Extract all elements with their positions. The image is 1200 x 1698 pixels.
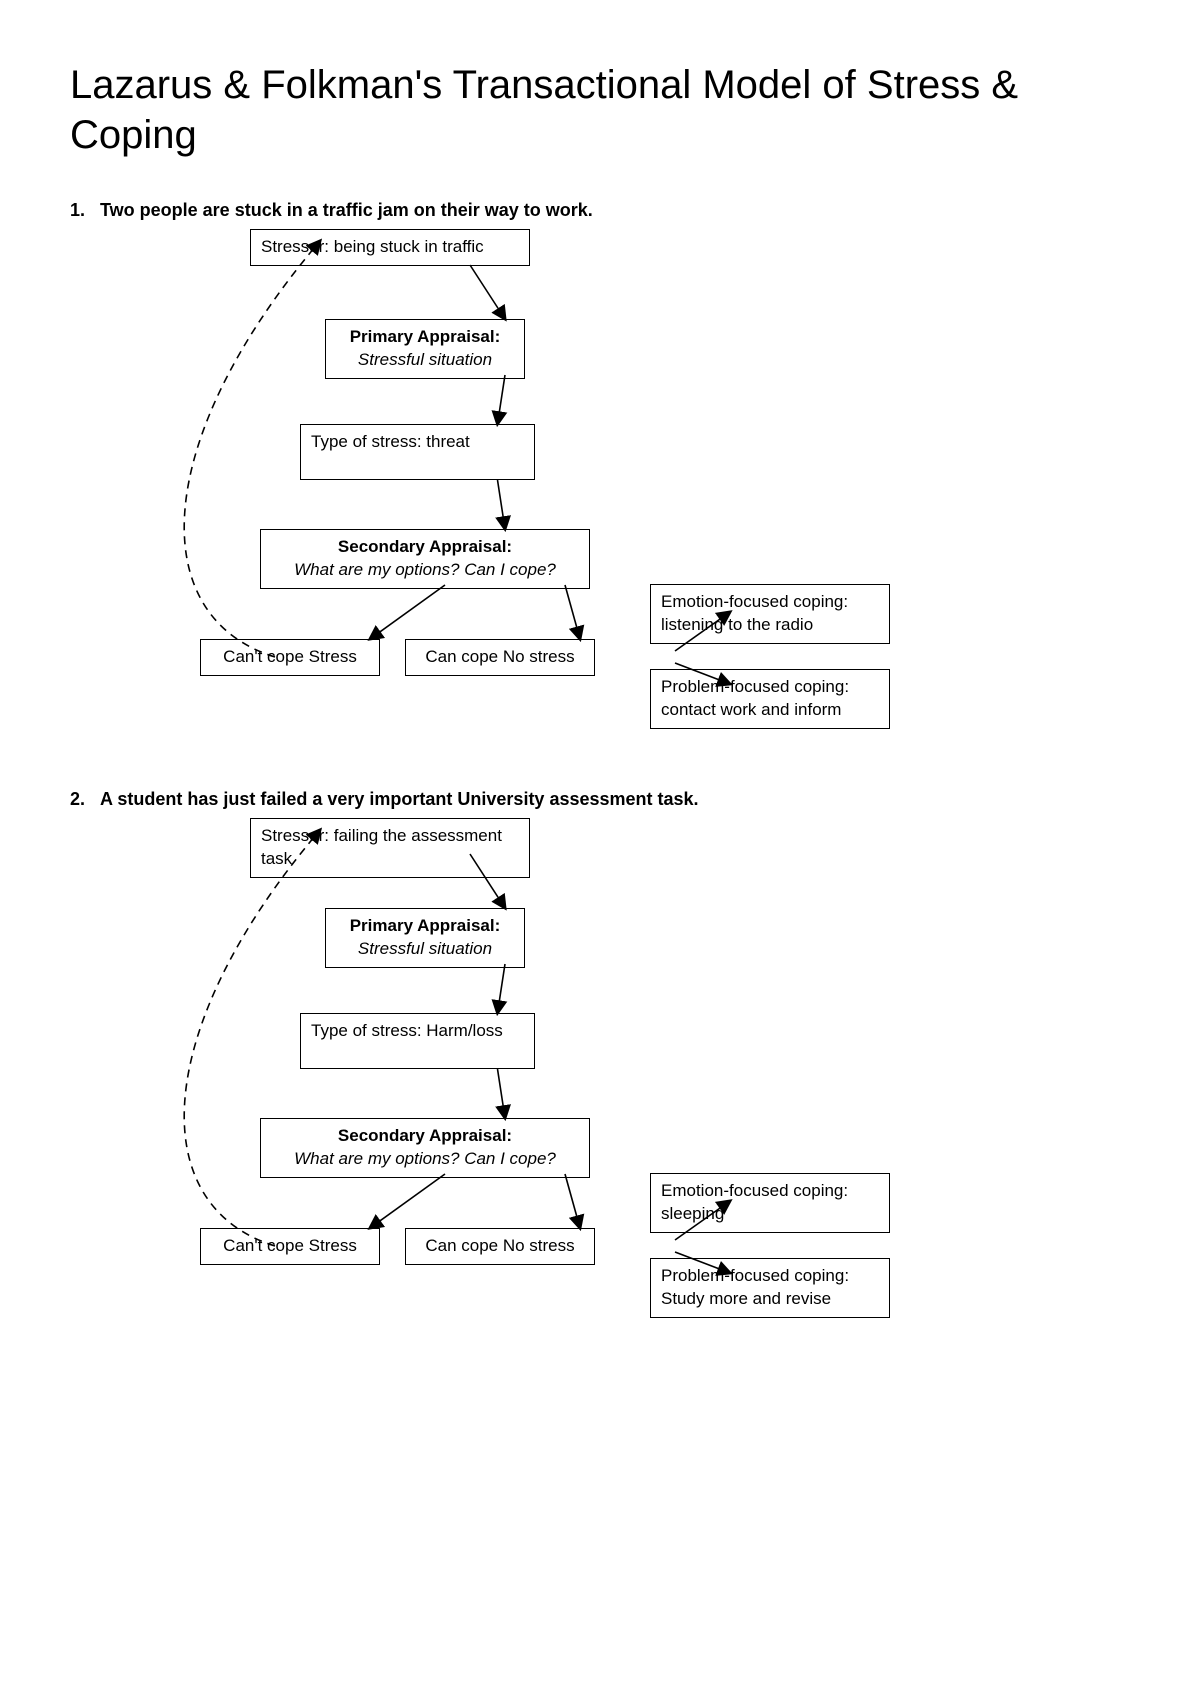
- problem-coping-node: Problem-focused coping: contact work and…: [650, 669, 890, 729]
- scenario-prompt: Two people are stuck in a traffic jam on…: [100, 200, 593, 221]
- cant-cope-node: Can't cope Stress: [200, 639, 380, 676]
- scenario-number: 1.: [70, 200, 100, 221]
- flow-arrows: [70, 818, 1130, 1348]
- scenario-header: 1. Two people are stuck in a traffic jam…: [70, 200, 1130, 221]
- emotion-coping-node: Emotion-focused coping: listening to the…: [650, 584, 890, 644]
- primary-appraisal-node: Primary Appraisal:Stressful situation: [325, 908, 525, 968]
- scenario: 2. A student has just failed a very impo…: [70, 789, 1130, 1348]
- can-cope-node: Can cope No stress: [405, 639, 595, 676]
- stressor-node: Stressor: being stuck in traffic: [250, 229, 530, 266]
- stressor-node: Stressor: failing the assessment task: [250, 818, 530, 878]
- scenario-number: 2.: [70, 789, 100, 810]
- flowchart: Stressor: failing the assessment task Pri…: [70, 818, 1130, 1348]
- stress-type-node: Type of stress: threat: [300, 424, 535, 480]
- flowchart: Stressor: being stuck in traffic Primary …: [70, 229, 1130, 759]
- scenario-prompt: A student has just failed a very importa…: [100, 789, 699, 810]
- flow-arrows: [70, 229, 1130, 759]
- secondary-appraisal-node: Secondary Appraisal:What are my options?…: [260, 1118, 590, 1178]
- can-cope-node: Can cope No stress: [405, 1228, 595, 1265]
- stress-type-node: Type of stress: Harm/loss: [300, 1013, 535, 1069]
- cant-cope-node: Can't cope Stress: [200, 1228, 380, 1265]
- page-title: Lazarus & Folkman's Transactional Model …: [70, 60, 1130, 160]
- scenario: 1. Two people are stuck in a traffic jam…: [70, 200, 1130, 759]
- secondary-appraisal-node: Secondary Appraisal:What are my options?…: [260, 529, 590, 589]
- primary-appraisal-node: Primary Appraisal:Stressful situation: [325, 319, 525, 379]
- emotion-coping-node: Emotion-focused coping: sleeping: [650, 1173, 890, 1233]
- scenario-header: 2. A student has just failed a very impo…: [70, 789, 1130, 810]
- problem-coping-node: Problem-focused coping: Study more and r…: [650, 1258, 890, 1318]
